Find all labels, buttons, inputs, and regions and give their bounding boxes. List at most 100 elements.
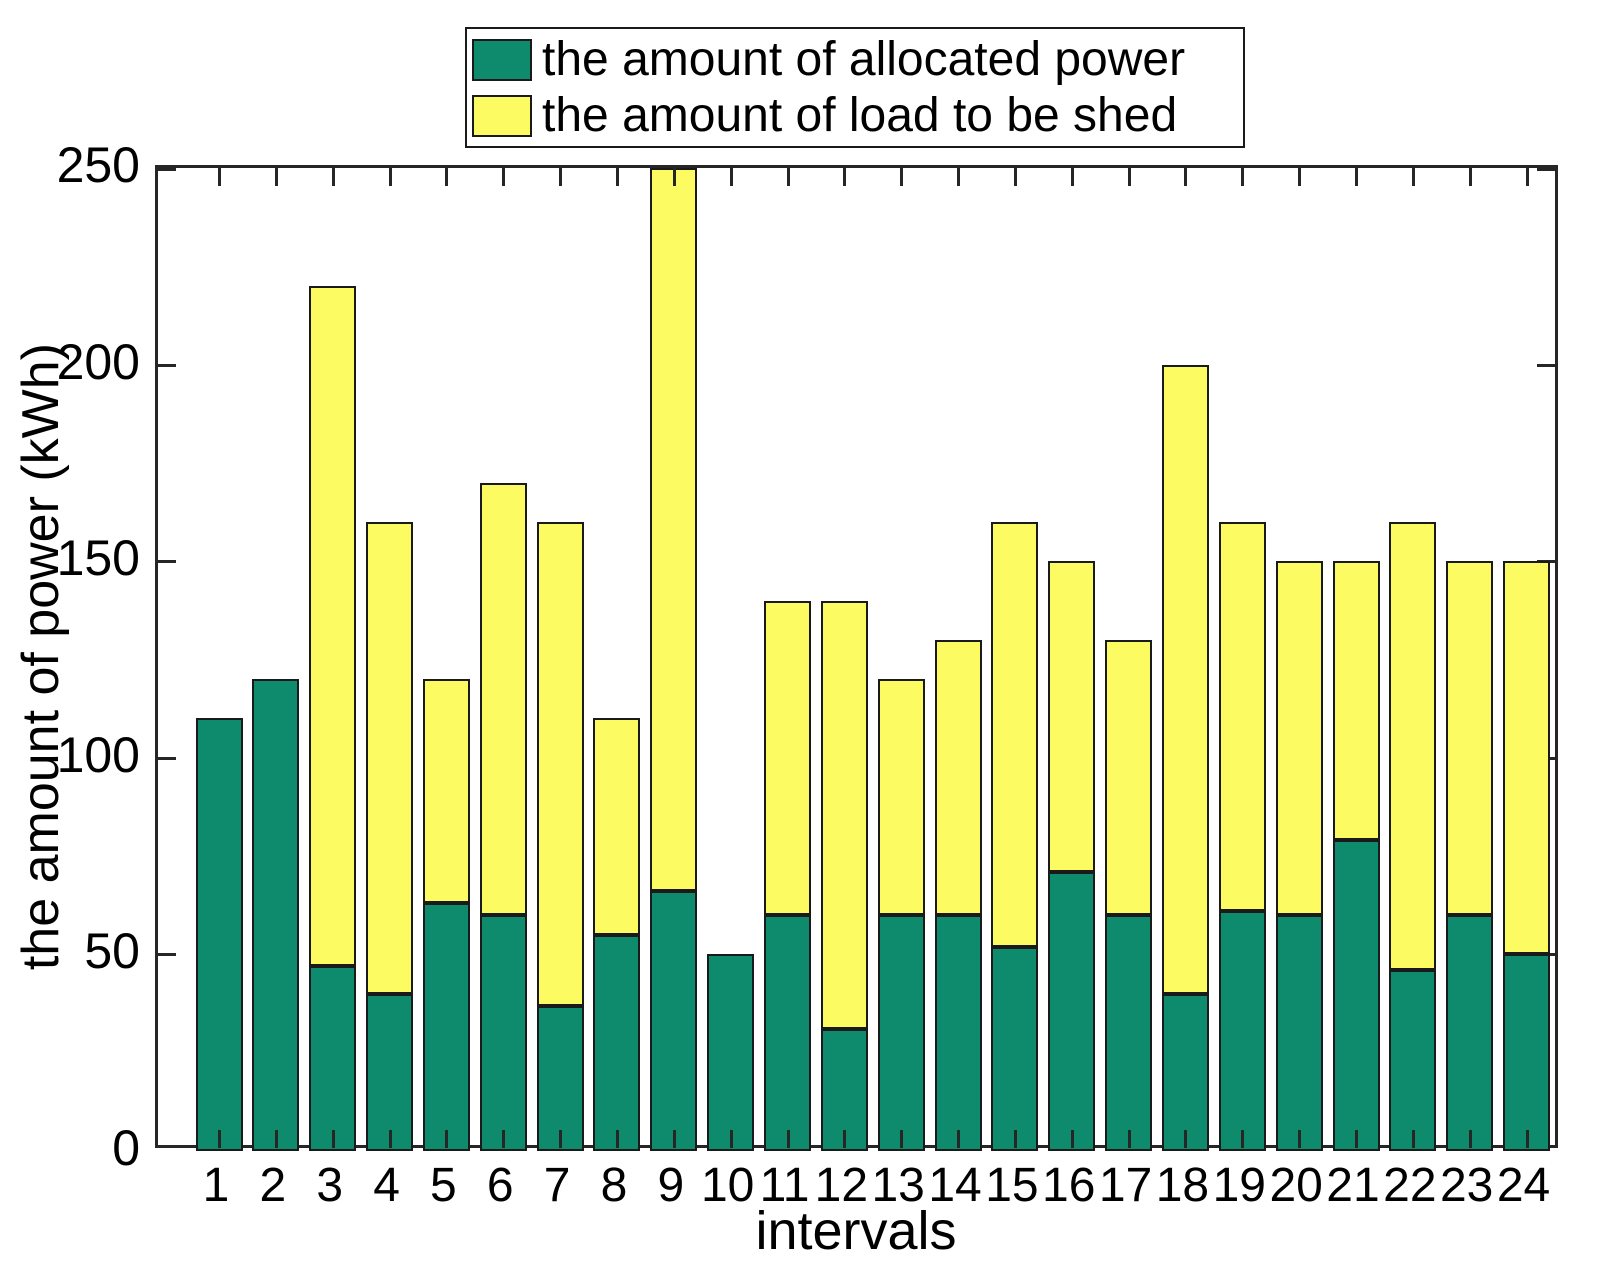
bar-segment-allocated — [1048, 871, 1096, 1151]
x-tick-label: 7 — [543, 1159, 571, 1212]
bar-segment-shed — [309, 285, 357, 967]
x-axis-tick — [274, 168, 278, 186]
x-axis-tick — [1298, 1130, 1302, 1148]
bar-segment-allocated — [1161, 993, 1209, 1151]
x-axis-tick — [786, 168, 790, 186]
y-axis-tick — [158, 1145, 176, 1148]
bar-segment-shed — [366, 521, 414, 994]
x-tick-label: 5 — [430, 1159, 457, 1212]
x-tick-label: 19 — [1212, 1159, 1266, 1212]
bar-segment-shed — [934, 639, 982, 916]
bar-segment-shed — [1332, 561, 1380, 841]
x-axis-tick — [957, 168, 961, 186]
x-axis-tick — [445, 168, 449, 186]
x-axis-tick — [1411, 1130, 1415, 1148]
x-axis-tick — [729, 1130, 733, 1148]
x-axis-tick — [274, 1130, 278, 1148]
x-axis-tick — [843, 1130, 847, 1148]
y-tick-label: 200 — [56, 333, 140, 390]
x-axis-tick — [1013, 168, 1017, 186]
y-axis-title: the amount of power (kWh) — [12, 342, 70, 971]
x-tick-label: 21 — [1326, 1159, 1380, 1212]
x-axis-tick — [1525, 1130, 1529, 1148]
bar-segment-allocated — [707, 954, 755, 1151]
x-tick-label: 8 — [600, 1159, 628, 1212]
y-axis-tick — [1537, 363, 1555, 367]
x-axis-tick — [502, 1130, 506, 1148]
legend-label: the amount of load to be shed — [542, 88, 1178, 142]
bar-segment-shed — [1275, 561, 1323, 916]
bar-segment-allocated — [877, 915, 925, 1151]
x-tick-label: 6 — [486, 1159, 514, 1212]
x-axis-tick — [1525, 168, 1529, 186]
x-tick-label: 9 — [657, 1159, 685, 1212]
x-axis-tick — [1070, 168, 1074, 186]
x-axis-tick — [1411, 168, 1415, 186]
x-tick-label: 17 — [1098, 1159, 1153, 1212]
y-tick-label: 100 — [56, 726, 140, 783]
y-axis-title-wrap: the amount of power (kWh) — [6, 165, 76, 1148]
x-axis-tick — [559, 1130, 563, 1148]
y-axis-tick — [1537, 168, 1555, 171]
x-axis-tick — [615, 168, 619, 186]
legend-item: the amount of load to be shed — [472, 88, 1243, 144]
x-axis-tick — [1127, 168, 1131, 186]
x-axis-tick — [900, 1130, 904, 1148]
plot-area — [155, 165, 1558, 1151]
bar-segment-allocated — [593, 934, 641, 1151]
x-tick-label: 1 — [202, 1159, 230, 1212]
x-axis-tick — [331, 168, 335, 186]
x-axis-tick — [786, 1130, 790, 1148]
x-axis-tick — [1298, 168, 1302, 186]
x-tick-label: 2 — [259, 1159, 287, 1212]
y-axis-tick — [158, 953, 176, 957]
bar-segment-allocated — [1446, 915, 1494, 1151]
x-axis-tick — [729, 168, 733, 186]
x-axis-tick — [843, 168, 847, 186]
bar-segment-allocated — [1389, 970, 1437, 1151]
x-tick-label: 4 — [373, 1159, 400, 1212]
bar-segment-allocated — [934, 915, 982, 1151]
x-axis-tick — [1355, 168, 1358, 186]
bar-segment-shed — [991, 521, 1039, 947]
x-axis-tick — [445, 1130, 449, 1148]
bar-segment-allocated — [1503, 954, 1551, 1151]
x-axis-tick — [957, 1130, 961, 1148]
x-axis-tick — [1127, 1130, 1131, 1148]
legend-swatch — [472, 94, 532, 137]
x-axis-tick — [559, 168, 563, 186]
legend-item: the amount of allocated power — [472, 32, 1243, 88]
x-axis-tick — [388, 168, 392, 186]
x-axis-tick — [1013, 1130, 1017, 1148]
x-axis-tick — [900, 168, 904, 186]
bar-segment-allocated — [309, 966, 357, 1151]
bar-segment-allocated — [195, 718, 243, 1151]
bar-segment-allocated — [764, 915, 811, 1151]
bar-segment-allocated — [820, 1029, 868, 1151]
y-axis-tick — [158, 756, 176, 760]
x-tick-label: 24 — [1496, 1159, 1551, 1212]
x-axis-tick — [1468, 1130, 1472, 1148]
x-axis-tick — [1468, 168, 1472, 186]
x-tick-label: 15 — [985, 1159, 1039, 1212]
x-tick-label: 3 — [316, 1159, 344, 1212]
y-axis-tick — [158, 363, 176, 367]
x-tick-label: 20 — [1269, 1159, 1323, 1212]
x-tick-label: 14 — [928, 1159, 982, 1212]
bar-segment-shed — [1446, 561, 1494, 916]
bar-segment-allocated — [252, 679, 300, 1151]
bar-segment-allocated — [479, 915, 527, 1151]
x-tick-label: 22 — [1383, 1159, 1437, 1212]
x-axis-tick — [1184, 168, 1188, 186]
y-tick-label: 50 — [84, 923, 140, 980]
bar-segment-shed — [1048, 561, 1096, 872]
x-axis-tick — [502, 168, 506, 186]
x-axis-title: intervals — [755, 1201, 957, 1261]
bar-segment-shed — [1218, 521, 1266, 912]
bar-segment-allocated — [1275, 915, 1323, 1151]
x-tick-label: 18 — [1155, 1159, 1210, 1212]
x-axis-tick — [1070, 1130, 1074, 1148]
bar-segment-allocated — [1218, 911, 1266, 1151]
x-axis-tick — [1241, 168, 1245, 186]
